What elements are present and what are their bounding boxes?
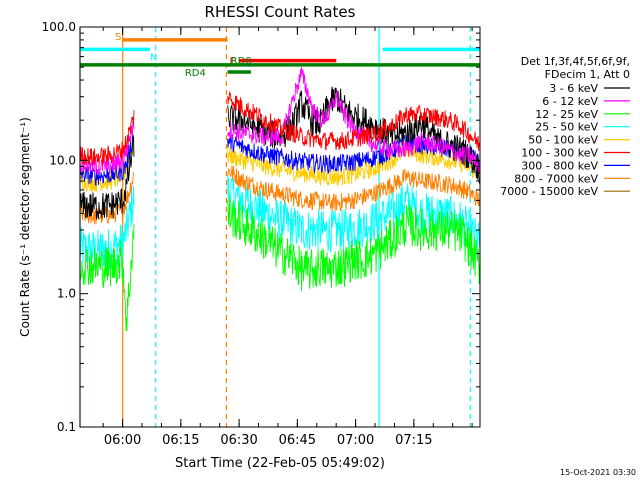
y-tick-label: 0.1 <box>57 420 76 434</box>
series-3-6-kev-segment-2 <box>227 86 481 184</box>
series-800-7000-kev-segment-2 <box>227 165 481 213</box>
y-tick-label: 10.0 <box>49 153 76 167</box>
legend-label-25-50-kev: 25 - 50 keV <box>535 121 598 134</box>
y-axis-label: Count Rate (s⁻¹ detector segment⁻¹) <box>18 117 32 337</box>
y-tick-label: 1.0 <box>57 287 76 301</box>
x-tick-label: 06:15 <box>162 433 199 448</box>
legend: Det 1f,3f,4f,5f,6f,9f, FDecim 1, Att 0 3… <box>500 55 630 198</box>
status-label-f: F <box>230 57 236 68</box>
x-axis-label: Start Time (22-Feb-05 05:49:02) <box>175 456 385 471</box>
plot-frame <box>79 26 481 428</box>
legend-label-50-100-kev: 50 - 100 keV <box>528 134 598 147</box>
status-label-s: S <box>115 32 121 43</box>
legend-label-300-800-kev: 300 - 800 keV <box>521 159 598 172</box>
series-100-300-kev-segment-1 <box>79 110 135 166</box>
series-800-7000-kev-segment-1 <box>79 171 135 225</box>
legend-label-6-12-kev: 6 - 12 keV <box>542 95 598 108</box>
legend-label-12-25-kev: 12 - 25 keV <box>535 108 598 121</box>
x-tick-label: 07:00 <box>337 433 374 448</box>
status-label-rd4: RD4 <box>185 68 206 79</box>
x-tick-label: 07:15 <box>395 433 432 448</box>
chart-title: RHESSI Count Rates <box>205 3 356 21</box>
y-tick-label: 100.0 <box>42 20 76 34</box>
data-series <box>79 67 481 332</box>
status-label-n: N <box>150 52 157 63</box>
series-12-25-kev-segment-2 <box>227 196 481 292</box>
legend-label-3-6-kev: 3 - 6 keV <box>549 82 598 95</box>
x-tick-label: 06:00 <box>104 433 141 448</box>
footer-date: 15-Oct-2021 03:30 <box>560 468 636 477</box>
legend-header-line-1: Det 1f,3f,4f,5f,6f,9f, <box>521 55 630 68</box>
x-tick-label: 06:30 <box>220 433 257 448</box>
status-label-rd0: RD0 <box>231 56 252 67</box>
axes: 0.1 1.0 10.0 100.0 06:00 06:15 06:30 06:45 07:00… <box>42 20 480 448</box>
legend-label-100-300-kev: 100 - 300 keV <box>521 147 598 160</box>
legend-label-800-7000-kev: 800 - 7000 keV <box>514 172 598 185</box>
series-100-300-kev-segment-2 <box>227 90 480 151</box>
x-tick-label: 06:45 <box>279 433 316 448</box>
series-12-25-kev-segment-1 <box>79 223 135 332</box>
legend-label-7000-15000-kev: 7000 - 15000 keV <box>500 185 598 198</box>
series-3-6-kev-segment-1 <box>79 134 135 220</box>
legend-header-line-2: FDecim 1, Att 0 <box>545 68 630 81</box>
